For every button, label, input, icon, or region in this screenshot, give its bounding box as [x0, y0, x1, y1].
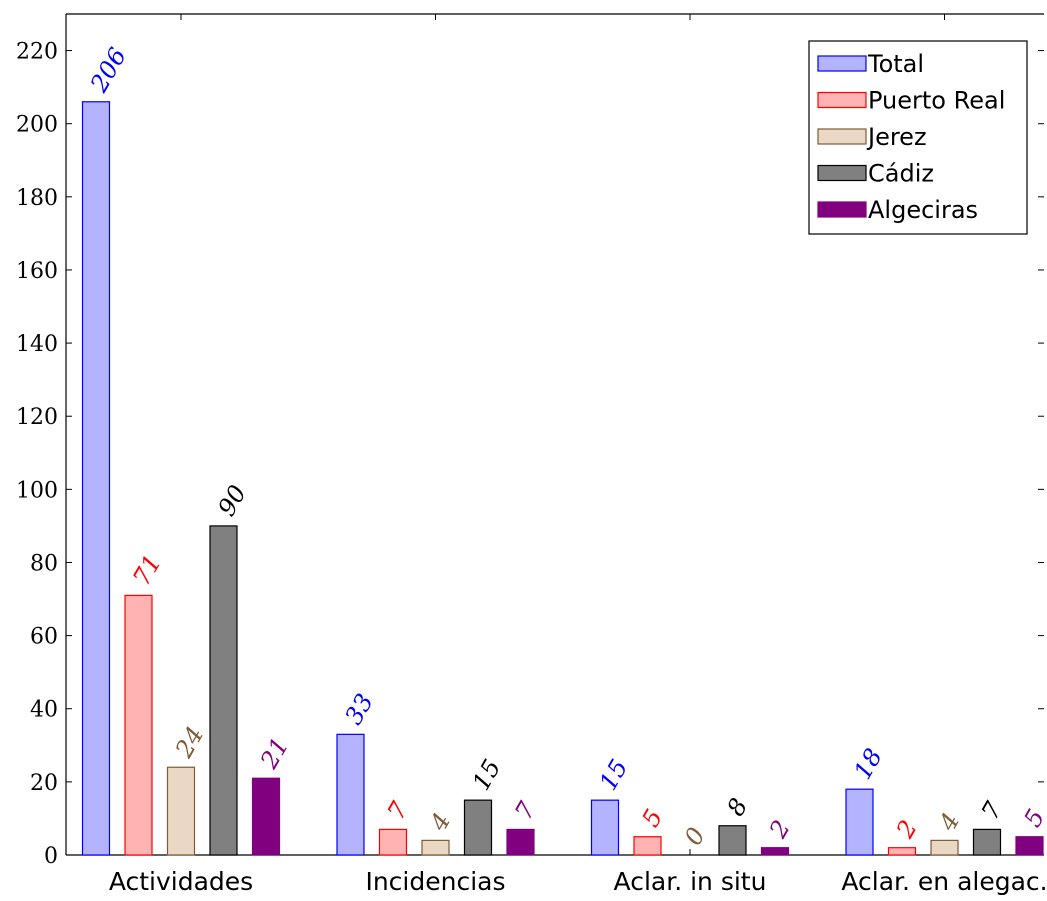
- legend-swatch: [817, 201, 867, 218]
- data-label: 0: [679, 823, 711, 850]
- data-label: 18: [848, 744, 888, 784]
- bar: [633, 836, 662, 856]
- y-tick-label: 160: [16, 259, 58, 284]
- data-label: 5: [1018, 804, 1047, 831]
- bar: [421, 839, 450, 856]
- y-tick-label: 140: [16, 332, 58, 357]
- y-tick-label: 60: [30, 625, 58, 650]
- data-label: 71: [127, 550, 167, 590]
- bars: [81, 101, 1044, 856]
- legend: Total Puerto Real Jerez Cádiz Algeciras: [808, 40, 1028, 235]
- bar: [251, 777, 281, 856]
- bar: [590, 799, 620, 856]
- data-label: 90: [212, 480, 252, 520]
- legend-swatch: [817, 91, 867, 109]
- legend-swatch: [817, 55, 867, 72]
- bar: [845, 788, 874, 856]
- data-label: 2: [763, 815, 795, 843]
- bar: [887, 847, 917, 856]
- x-category-label: Incidencias: [365, 867, 505, 896]
- legend-label: Algeciras: [868, 196, 978, 224]
- bar: [166, 766, 196, 856]
- data-label: 206: [84, 43, 132, 98]
- legend-swatch: [817, 128, 867, 145]
- y-tick-label: 220: [16, 40, 58, 65]
- y-tick-label: 200: [16, 113, 58, 138]
- legend-label: Total: [867, 50, 924, 78]
- data-label: 8: [721, 794, 753, 821]
- y-tick-label: 0: [44, 844, 58, 869]
- bar: [930, 839, 959, 856]
- x-category-label: Aclar. en alegac.: [841, 867, 1047, 896]
- axes: 020406080100120140160180200220Actividade…: [16, 13, 1047, 896]
- y-tick-label: 100: [16, 478, 58, 503]
- data-label: 15: [594, 755, 634, 795]
- data-label: 15: [467, 755, 507, 795]
- bar: [760, 847, 790, 856]
- y-tick-label: 120: [16, 405, 58, 430]
- bar: [972, 828, 1002, 856]
- data-label: 4: [933, 808, 965, 836]
- data-label: 7: [509, 797, 541, 825]
- data-label: 7: [976, 797, 1008, 825]
- bar: [336, 733, 365, 856]
- bar: [209, 525, 238, 856]
- y-tick-label: 40: [30, 698, 58, 723]
- data-label: 21: [254, 733, 294, 774]
- bar: [378, 828, 408, 856]
- bar: [506, 828, 535, 856]
- data-label: 24: [169, 722, 209, 763]
- bar: [718, 825, 747, 856]
- bar: [1015, 836, 1044, 856]
- x-category-label: Aclar. in situ: [614, 867, 767, 896]
- data-label: 7: [382, 797, 414, 825]
- y-tick-label: 80: [30, 551, 58, 576]
- data-label: 33: [339, 689, 379, 729]
- bar: [463, 799, 493, 856]
- bar: [81, 101, 111, 856]
- legend-label: Jerez: [866, 123, 927, 151]
- y-tick-label: 20: [30, 771, 58, 796]
- data-label: 5: [636, 804, 668, 831]
- data-label: 4: [424, 808, 456, 836]
- legend-label: Puerto Real: [868, 87, 1005, 115]
- bar: [124, 594, 153, 856]
- legend-swatch: [817, 164, 867, 182]
- x-category-label: Actividades: [109, 867, 253, 896]
- y-tick-label: 180: [16, 186, 58, 211]
- data-label: 2: [890, 815, 922, 843]
- legend-label: Cádiz: [868, 160, 934, 188]
